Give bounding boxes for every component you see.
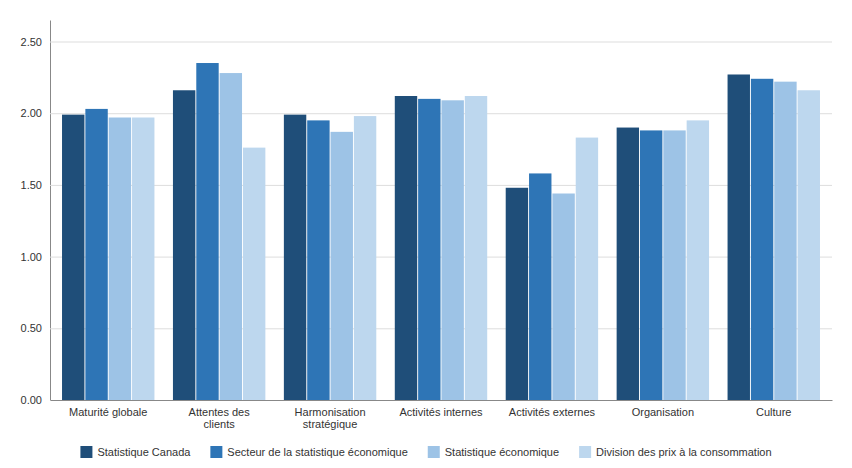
y-tick-label: 0.50	[21, 322, 42, 334]
bar	[196, 63, 218, 400]
x-tick-label: Culture	[756, 406, 791, 418]
legend-item: Secteur de la statistique économique	[210, 446, 407, 458]
legend-swatch	[579, 446, 591, 458]
x-tick-label-line: Attentes des	[189, 406, 251, 418]
x-tick-label-line: Activités externes	[509, 406, 596, 418]
bar	[663, 130, 685, 400]
legend-label: Statistique économique	[445, 446, 559, 458]
bar	[220, 73, 242, 400]
bar	[617, 128, 639, 400]
bar	[465, 96, 487, 400]
x-tick-label: Attentes desclients	[189, 406, 251, 431]
x-tick-label-line: Organisation	[632, 406, 694, 418]
grid-line	[50, 185, 832, 186]
bar	[640, 130, 662, 400]
bar	[552, 194, 574, 400]
bar	[132, 118, 154, 400]
bar	[331, 132, 353, 400]
legend-item: Statistique économique	[428, 446, 559, 458]
bar	[395, 96, 417, 400]
bar	[529, 173, 551, 400]
legend: Statistique Canada Secteur de la statisti…	[80, 446, 771, 458]
bar	[85, 109, 107, 400]
x-tick-label-line: stratégique	[303, 418, 357, 430]
legend-item: Statistique Canada	[80, 446, 191, 458]
bar	[307, 120, 329, 400]
bar-series	[109, 73, 797, 400]
y-tick-label: 1.00	[21, 251, 42, 263]
x-tick: Activités externes	[509, 406, 596, 418]
bar-series	[132, 90, 820, 400]
bar	[506, 188, 528, 400]
bar	[576, 138, 598, 400]
x-tick-label: Activités externes	[509, 406, 596, 418]
x-tick: Culture	[756, 406, 791, 418]
bar	[284, 115, 306, 400]
x-tick: Harmonisationstratégique	[295, 406, 366, 431]
x-tick-label-line: Activités internes	[399, 406, 483, 418]
chart-container: Statistique Canada Secteur de la statisti…	[0, 0, 852, 468]
x-tick: Maturité globale	[69, 406, 147, 418]
legend-swatch	[80, 446, 92, 458]
bar	[728, 74, 750, 400]
bar-series	[62, 74, 750, 400]
grid-line	[50, 113, 832, 114]
y-tick-label: 0.00	[21, 394, 42, 406]
y-tick-label: 2.50	[21, 36, 42, 48]
x-axis: Maturité globale Attentes desclients Harmo…	[51, 401, 833, 431]
bar	[109, 118, 131, 400]
bar	[173, 90, 195, 400]
grid-line	[50, 257, 832, 258]
x-tick: Activités internes	[399, 406, 483, 418]
grid-line	[50, 42, 832, 43]
x-tick-label: Activités internes	[399, 406, 483, 418]
bar	[62, 115, 84, 400]
y-axis-line	[50, 21, 51, 401]
x-tick-label: Maturité globale	[69, 406, 147, 418]
legend-label: Secteur de la statistique économique	[227, 446, 407, 458]
x-tick-label-line: Culture	[756, 406, 791, 418]
legend-label: Division des prix à la consommation	[596, 446, 771, 458]
x-tick-label-line: Harmonisation	[295, 406, 366, 418]
x-tick: Attentes desclients	[189, 406, 251, 431]
legend-item: Division des prix à la consommation	[579, 446, 771, 458]
legend-swatch	[428, 446, 440, 458]
x-tick-label-line: clients	[204, 418, 236, 430]
bar	[418, 99, 440, 400]
legend-label: Statistique Canada	[97, 446, 191, 458]
chart-svg: Statistique Canada Secteur de la statisti…	[0, 0, 852, 468]
bar	[354, 116, 376, 400]
y-tick: 2.50	[21, 36, 832, 48]
bar-series	[85, 63, 773, 400]
bar	[798, 90, 820, 400]
plot: 0.00 0.50 1.00 1.50 2.00 2.50 Maturité globale…	[21, 21, 833, 431]
x-tick: Organisation	[632, 406, 694, 418]
x-tick-label: Organisation	[632, 406, 694, 418]
bars	[62, 63, 820, 400]
grid-line	[50, 328, 832, 329]
legend-swatch	[210, 446, 222, 458]
bar	[687, 120, 709, 400]
x-axis-line	[51, 400, 833, 401]
y-axis: 0.00 0.50 1.00 1.50 2.00 2.50	[21, 21, 832, 407]
bar	[441, 100, 463, 400]
x-tick-label: Harmonisationstratégique	[295, 406, 366, 431]
bar	[774, 82, 796, 400]
bar	[243, 148, 265, 400]
y-tick-label: 1.50	[21, 179, 42, 191]
y-tick-label: 2.00	[21, 107, 42, 119]
bar	[751, 79, 773, 400]
grid-line	[50, 400, 832, 401]
x-tick-label-line: Maturité globale	[69, 406, 147, 418]
